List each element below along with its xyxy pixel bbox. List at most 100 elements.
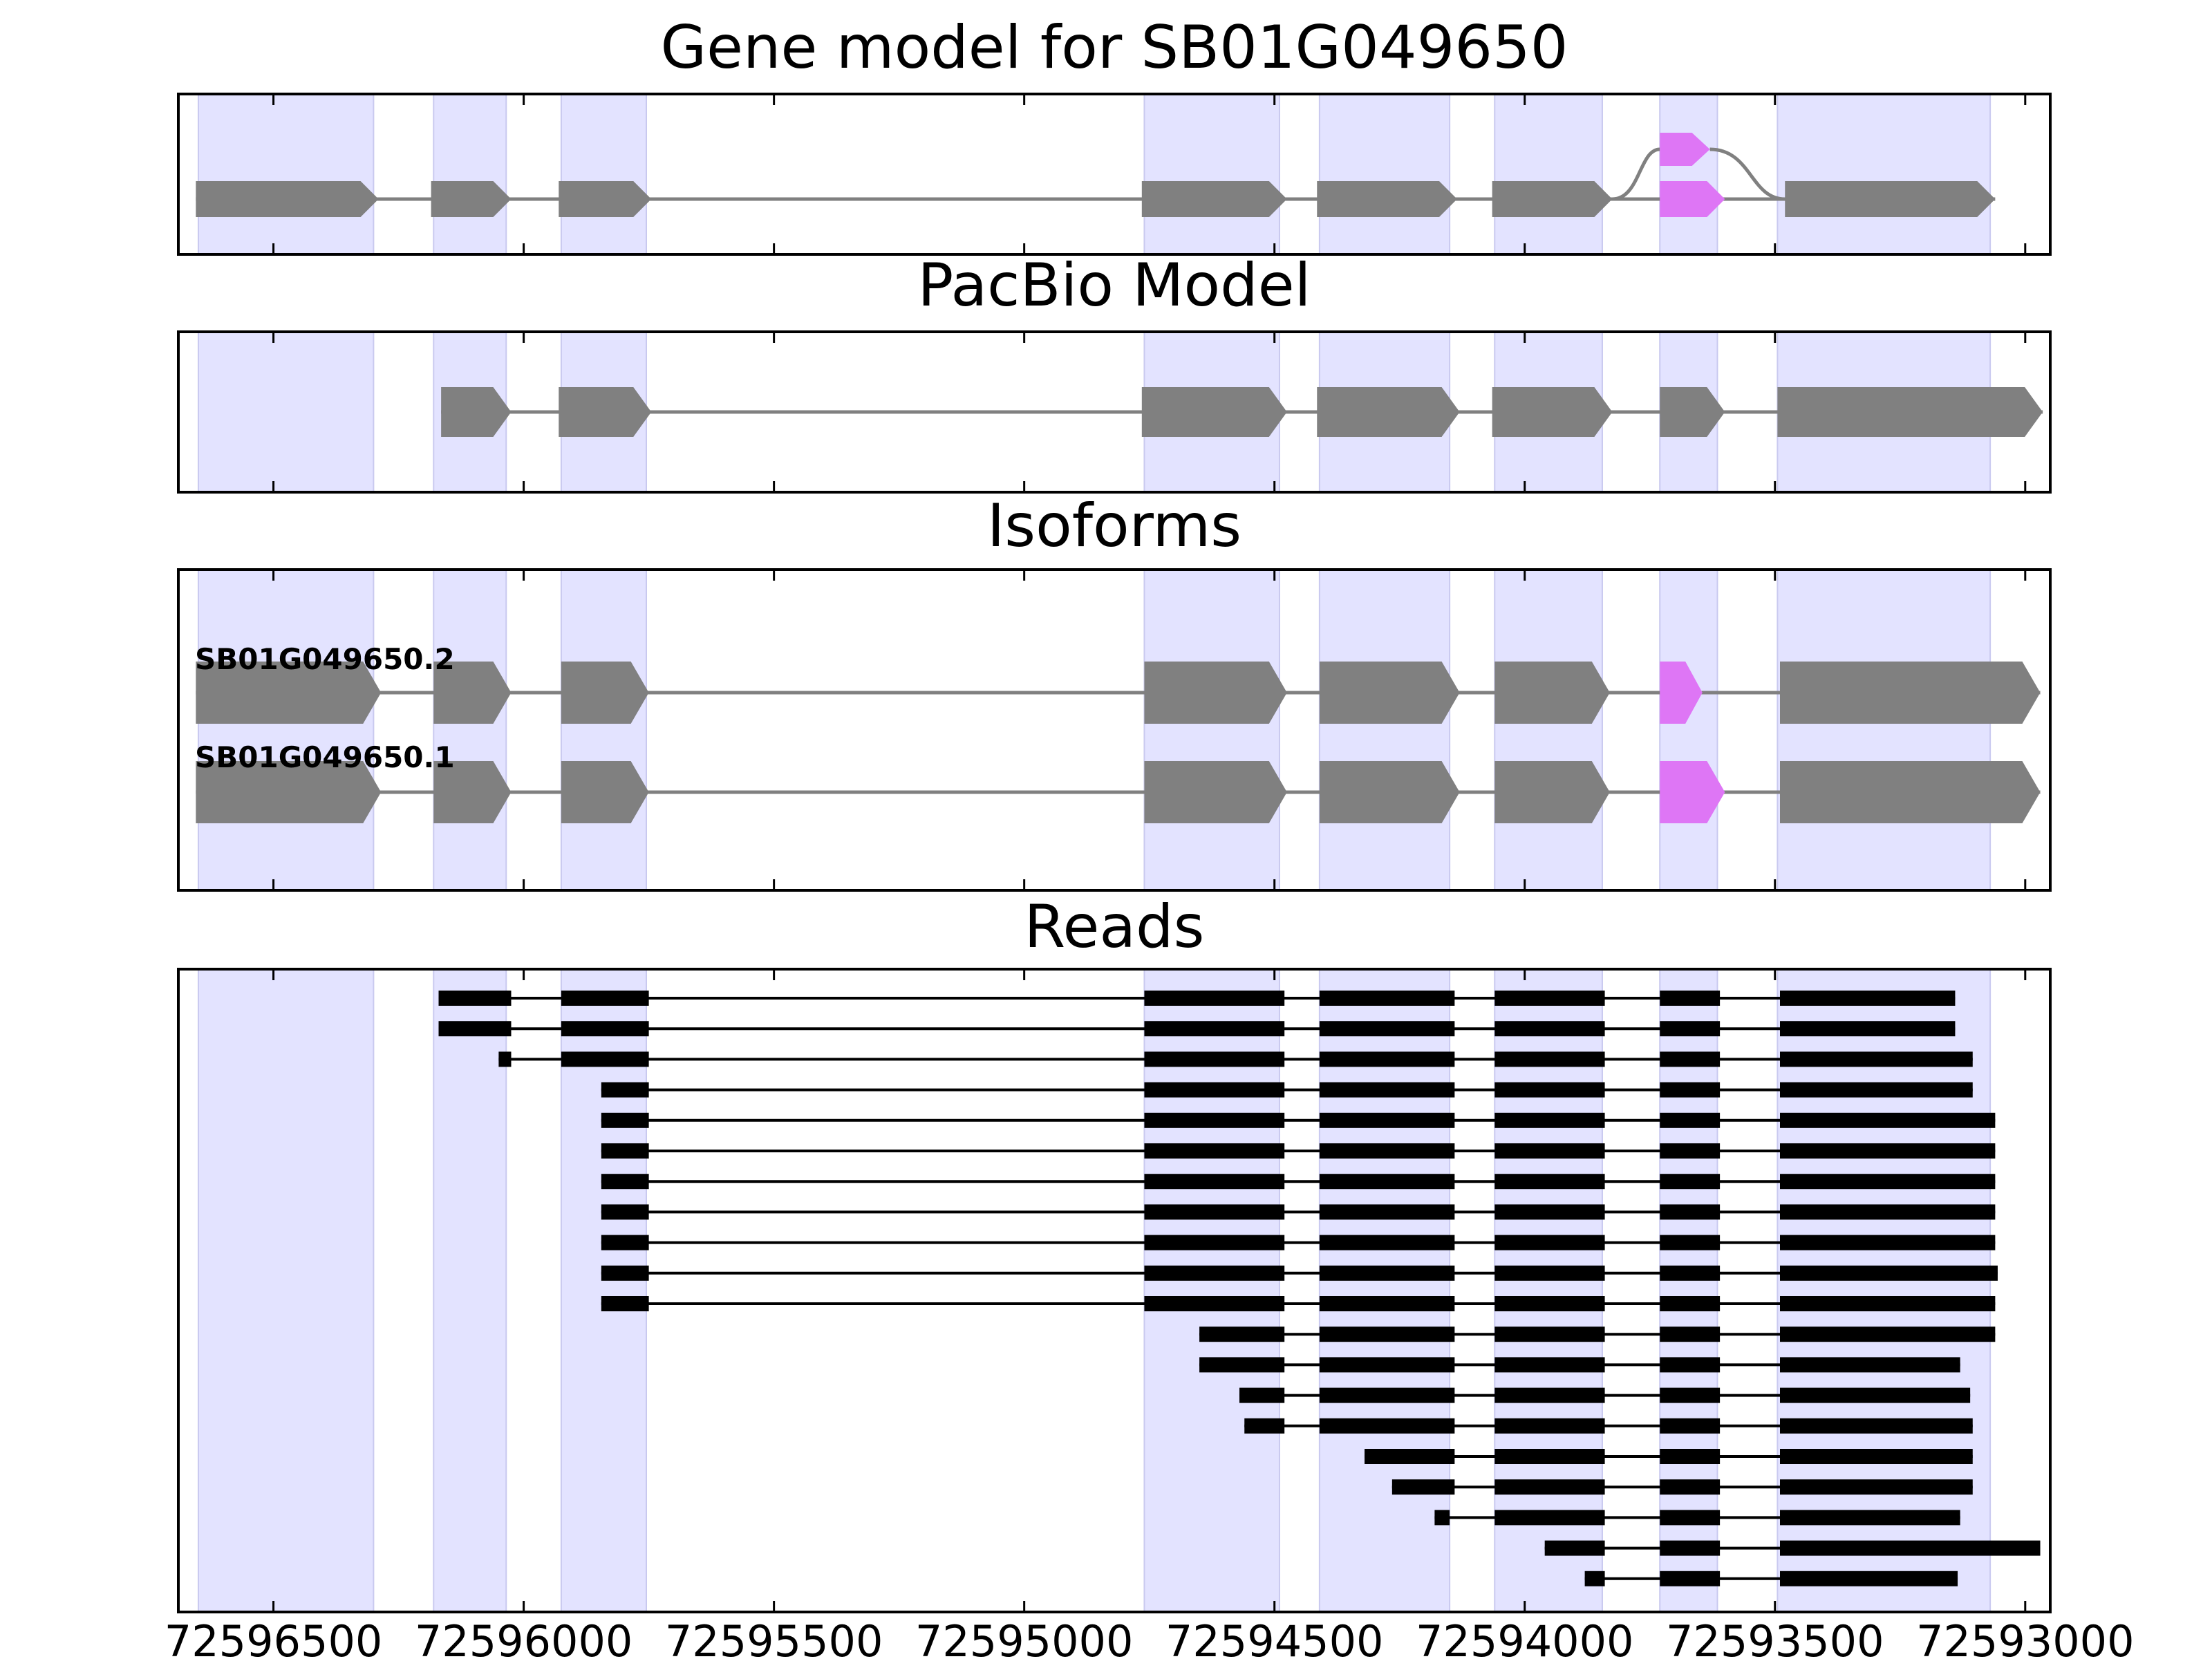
- read-5-block-6: [1780, 1112, 1996, 1128]
- read-13-block-3: [1494, 1357, 1605, 1373]
- read-13-block-2: [1319, 1357, 1455, 1373]
- isoforms-ticks: [272, 570, 2027, 890]
- read-9-block-2: [1144, 1235, 1285, 1250]
- exon-band-6: [1494, 968, 1603, 1613]
- exon-band-4: [1143, 569, 1280, 891]
- read-4-block-2: [1144, 1082, 1285, 1098]
- read-11: [601, 1296, 1996, 1311]
- isoform-2-exon-4: [1144, 662, 1287, 724]
- exon-band-4: [1143, 93, 1280, 255]
- pacbio-exon-1: [441, 387, 512, 437]
- read-12-block-4: [1660, 1327, 1721, 1342]
- read-10: [601, 1265, 1998, 1281]
- read-10-block-2: [1144, 1265, 1285, 1281]
- read-8-block-5: [1660, 1204, 1721, 1220]
- exon-bands: [197, 93, 1991, 255]
- read-16-block-3: [1660, 1449, 1721, 1464]
- read-12-block-3: [1494, 1327, 1605, 1342]
- read-1-block-7: [1780, 991, 1956, 1006]
- x-tick-label-6: 72593500: [1666, 1616, 1884, 1659]
- read-15-block-5: [1780, 1418, 1973, 1434]
- read-15-block-2: [1319, 1418, 1455, 1434]
- exon-band-2: [433, 968, 507, 1613]
- gene-model-exon-6: [1492, 181, 1613, 217]
- isoform-2-exon-8: [1780, 662, 2041, 724]
- read-13-block-5: [1780, 1357, 1960, 1373]
- pacbio-model-frame: [177, 330, 2052, 494]
- read-19: [1544, 1540, 2041, 1556]
- x-tick-label-7: 72593000: [1916, 1616, 2135, 1659]
- read-16-block-1: [1365, 1449, 1455, 1464]
- read-17-block-4: [1780, 1479, 1973, 1495]
- isoform-1-exon-8: [1780, 761, 2041, 823]
- read-6: [601, 1143, 1996, 1159]
- pacbio-model-title: PacBio Model: [917, 251, 1311, 320]
- read-15-block-1: [1244, 1418, 1285, 1434]
- gene-model-exon-4: [1141, 181, 1287, 217]
- read-1-block-3: [1144, 991, 1285, 1006]
- read-17-block-2: [1494, 1479, 1605, 1495]
- isoform-1-exon-4: [1144, 761, 1287, 823]
- read-16: [1365, 1449, 1973, 1464]
- read-6-block-4: [1494, 1143, 1605, 1159]
- alt-splice-curve-in: [1612, 147, 1660, 201]
- read-18-block-3: [1660, 1510, 1721, 1526]
- exon-band-4: [1143, 968, 1280, 1613]
- gene-model-exon-3: [559, 181, 652, 217]
- isoforms-frame: [177, 568, 2052, 892]
- read-4: [601, 1082, 1973, 1098]
- read-12: [1199, 1327, 1996, 1342]
- read-7-block-3: [1319, 1174, 1455, 1190]
- read-8-block-2: [1144, 1204, 1285, 1220]
- isoform-features: [196, 662, 2041, 823]
- read-1-block-2: [561, 991, 649, 1006]
- pacbio-exon-4: [1317, 387, 1460, 437]
- gene-model-title: Gene model for SB01G049650: [661, 13, 1568, 82]
- isoform-label-2: SB01G049650.2: [195, 642, 455, 676]
- read-8: [601, 1204, 1996, 1220]
- pacbio-exon-6: [1660, 387, 1725, 437]
- isoform-1-exon-1: [196, 761, 382, 823]
- read-11-block-1: [601, 1296, 649, 1311]
- isoform-2-exon-7: [1660, 662, 1703, 724]
- read-8-block-3: [1319, 1204, 1455, 1220]
- read-1-block-5: [1494, 991, 1605, 1006]
- read-2-block-4: [1319, 1021, 1455, 1037]
- gene-model-exon-1: [196, 181, 379, 217]
- read-14: [1239, 1387, 1971, 1403]
- gene-model-exon-7: [1785, 181, 1996, 217]
- read-18-block-2: [1494, 1510, 1605, 1526]
- read-15-block-3: [1494, 1418, 1605, 1434]
- read-16-block-2: [1494, 1449, 1605, 1464]
- read-14-block-5: [1780, 1387, 1971, 1403]
- read-2-block-2: [561, 1021, 649, 1037]
- read-3: [498, 1051, 1973, 1067]
- read-20-block-3: [1780, 1571, 1958, 1586]
- read-3-block-2: [561, 1051, 649, 1067]
- read-9-block-5: [1660, 1235, 1721, 1250]
- read-4-block-1: [601, 1082, 649, 1098]
- isoform-2-exon-2: [433, 662, 512, 724]
- read-14-block-4: [1660, 1387, 1721, 1403]
- isoform-label-1: SB01G049650.1: [195, 740, 455, 774]
- isoforms-panel: SB01G049650.2 SB01G049650.1 Isoforms: [177, 491, 2052, 892]
- pacbio-exon-2: [559, 387, 652, 437]
- exon-band-1: [197, 331, 375, 493]
- reads-ticks: [272, 969, 2027, 1612]
- exon-band-3: [560, 569, 648, 891]
- gene-model-ticks: [272, 94, 2027, 254]
- isoform-2-exon-6: [1494, 662, 1610, 724]
- read-7-block-2: [1144, 1174, 1285, 1190]
- exon-band-8: [1777, 569, 1991, 891]
- exon-band-8: [1777, 93, 1991, 255]
- gene-model-panel: Gene model for SB01G049650: [177, 13, 2052, 256]
- pacbio-exon-7: [1777, 387, 2043, 437]
- read-11-block-6: [1780, 1296, 1996, 1311]
- read-1-block-6: [1660, 991, 1721, 1006]
- pacbio-model-ticks: [272, 332, 2027, 492]
- read-20: [1584, 1571, 1958, 1586]
- read-19-block-2: [1660, 1540, 1721, 1556]
- read-18-block-4: [1780, 1510, 1960, 1526]
- reads-panel: Reads: [177, 892, 2052, 1613]
- exon-band-2: [433, 569, 507, 891]
